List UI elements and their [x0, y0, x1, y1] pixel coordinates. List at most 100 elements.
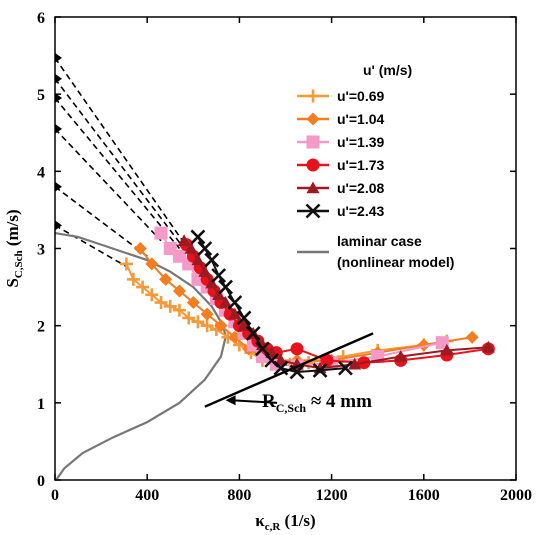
- legend-label-laminar: (nonlinear model): [337, 254, 454, 270]
- data-point: [182, 311, 196, 325]
- legend-label: u'=1.04: [337, 111, 385, 127]
- radius-annotation: RC,Sch ≈ 4 mm: [225, 391, 372, 415]
- data-point: [200, 319, 214, 333]
- y-tick-label: 5: [37, 87, 45, 104]
- data-point: [204, 252, 220, 268]
- data-point: [218, 279, 233, 295]
- intercept-marker: [55, 181, 62, 192]
- legend-item-laminar: laminar case (nonlinear model): [297, 233, 454, 270]
- data-point: [481, 340, 495, 353]
- x-axis-label: κc,R (1/s): [255, 511, 315, 533]
- data-point: [186, 296, 200, 310]
- data-point: [126, 272, 140, 286]
- data-point: [435, 336, 449, 350]
- legend-swatch-marker: [306, 89, 320, 103]
- tangent-line-group: [204, 332, 374, 408]
- data-point: [245, 325, 261, 341]
- legend-label: u'=2.43: [337, 203, 385, 219]
- extrapolation-lines: [54, 52, 194, 269]
- extrapolation-line: [54, 128, 162, 242]
- data-point: [290, 342, 304, 356]
- legend-label: u'=2.08: [337, 180, 385, 196]
- series-6: [190, 229, 353, 380]
- x-tick-label: 0: [51, 487, 59, 504]
- data-point: [219, 296, 233, 308]
- data-point: [394, 350, 408, 362]
- data-point: [145, 288, 159, 302]
- data-point: [191, 315, 205, 329]
- data-point: [320, 353, 334, 367]
- extrapolation-line: [54, 78, 185, 249]
- intercept-marker: [55, 93, 62, 104]
- legend-label: u'=1.73: [337, 157, 385, 173]
- annotation-arrow: [231, 399, 278, 404]
- extrapolation-line: [54, 97, 181, 250]
- y-axis-label: SC,Sch (m/s): [3, 209, 25, 287]
- x-tick-label: 1200: [316, 487, 348, 504]
- x-tick-label: 2000: [500, 487, 532, 504]
- data-point: [172, 303, 186, 317]
- y-tick-label: 3: [37, 242, 45, 259]
- extrapolation-line: [54, 57, 194, 257]
- extrapolation-line: [54, 224, 130, 269]
- intercept-marker: [55, 52, 62, 63]
- data-point: [228, 307, 242, 320]
- data-point: [154, 226, 168, 240]
- tangent-line: [204, 332, 374, 408]
- x-tick-label: 800: [227, 487, 251, 504]
- series-line: [139, 247, 473, 362]
- plot-frame: [54, 16, 517, 481]
- x-tick-label: 1600: [408, 487, 440, 504]
- data-point: [465, 330, 479, 344]
- data-point: [145, 257, 159, 271]
- data-point: [191, 253, 205, 266]
- legend-title: u' (m/s): [363, 62, 412, 78]
- annotation-text: RC,Sch ≈ 4 mm: [262, 391, 372, 415]
- series-1: [119, 257, 454, 371]
- laminar-curve: [54, 231, 227, 481]
- y-tick-label: 4: [37, 164, 45, 181]
- data-point: [312, 363, 328, 378]
- legend: u' (m/s) u'=0.69 u'=1.04 u'=1.39 u'=1.73 u'=…: [297, 62, 454, 270]
- data-point: [184, 242, 198, 254]
- data-point: [274, 353, 288, 366]
- data-point: [119, 257, 133, 271]
- legend-swatch-marker: [306, 181, 320, 194]
- data-point: [440, 343, 454, 356]
- legend-swatch-marker: [306, 135, 320, 149]
- annotation-arrow-head: [225, 395, 236, 406]
- data-point: [212, 288, 226, 300]
- data-point: [200, 307, 214, 321]
- data-point: [177, 234, 191, 246]
- legend-item: u'=1.73: [297, 157, 385, 173]
- y-tick-label: 2: [37, 319, 45, 336]
- legend-swatch-marker: [306, 158, 320, 172]
- legend-item: u'=0.69: [297, 88, 385, 104]
- x-tick-label: 400: [135, 487, 159, 504]
- data-point: [163, 299, 177, 313]
- legend-swatch-marker: [305, 203, 321, 219]
- data-point: [236, 310, 252, 326]
- legend-label-laminar: laminar case: [337, 233, 422, 249]
- data-point: [136, 280, 150, 294]
- legend-item: u'=2.43: [297, 203, 385, 219]
- legend-item: u'=1.39: [297, 134, 385, 150]
- data-point: [172, 284, 186, 298]
- axis-ticks: 0 400 800 1200 1600 2000 0 1 2 3 4 5 6: [37, 10, 532, 504]
- data-point: [205, 276, 219, 289]
- data-point: [255, 341, 270, 357]
- legend-label: u'=1.39: [337, 134, 385, 150]
- intercept-marker: [55, 73, 62, 84]
- legend-item: u'=2.08: [297, 180, 385, 196]
- data-point: [227, 295, 243, 310]
- legend-item: u'=1.04: [297, 111, 385, 127]
- data-point: [290, 357, 304, 370]
- data-point: [197, 241, 213, 256]
- data-point: [348, 357, 362, 370]
- data-point: [211, 268, 227, 283]
- data-point: [214, 319, 228, 333]
- data-series: [119, 226, 495, 380]
- laminar-line: [54, 231, 227, 481]
- data-point: [159, 272, 173, 286]
